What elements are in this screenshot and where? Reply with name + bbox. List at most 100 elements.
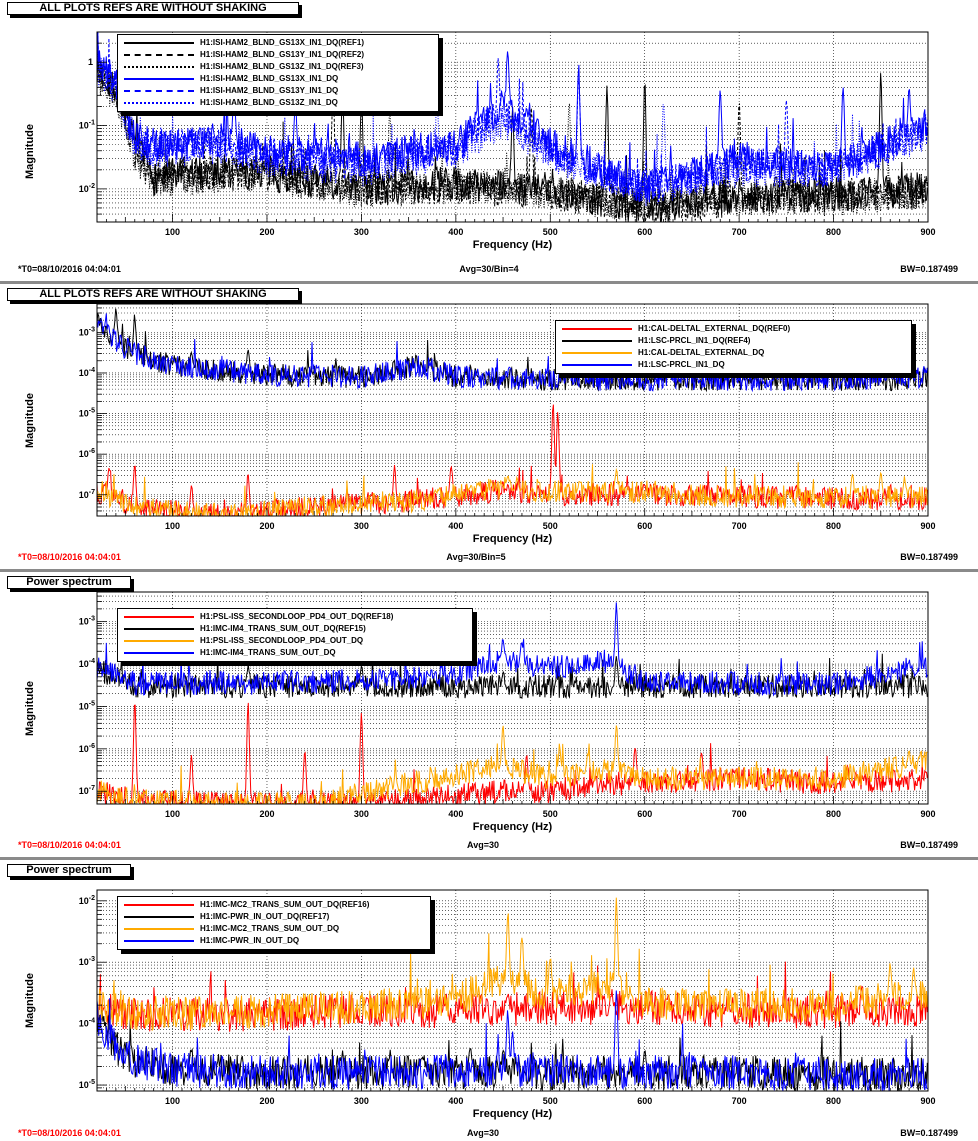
- legend-swatch: [124, 78, 194, 80]
- legend: H1:IMC-MC2_TRANS_SUM_OUT_DQ(REF16) H1:IMC…: [117, 896, 431, 950]
- x-tick-label: 400: [448, 1096, 463, 1106]
- averages-label: Avg=30: [467, 1128, 499, 1138]
- y-axis-label: Magnitude: [24, 681, 36, 736]
- x-tick-label: 200: [259, 1096, 274, 1106]
- legend-entry: H1:ISI-HAM2_BLND_GS13X_IN1_DQ: [118, 73, 438, 85]
- legend-entry: H1:IMC-IM4_TRANS_SUM_OUT_DQ(REF15): [118, 623, 472, 635]
- legend-entry: H1:PSL-ISS_SECONDLOOP_PD4_OUT_DQ(REF18): [118, 611, 472, 623]
- bandwidth-label: BW=0.187499: [900, 264, 958, 274]
- series-line: [96, 725, 928, 806]
- x-tick-label: 600: [637, 1096, 652, 1106]
- series-line: [96, 897, 928, 1032]
- y-tick-label: 10-6: [79, 448, 95, 459]
- x-tick-label: 600: [637, 227, 652, 237]
- legend-entry: H1:IMC-PWR_IN_OUT_DQ: [118, 935, 430, 947]
- legend-swatch: [124, 616, 194, 618]
- averages-label: Avg=30/Bin=4: [459, 264, 519, 274]
- legend-swatch: [124, 928, 194, 930]
- x-tick-label: 600: [637, 809, 652, 819]
- y-axis: [97, 900, 107, 1092]
- x-tick-label: 100: [165, 521, 180, 531]
- legend-entry: H1:IMC-MC2_TRANS_SUM_OUT_DQ(REF16): [118, 899, 430, 911]
- x-tick-label: 500: [543, 227, 558, 237]
- legend-label: H1:PSL-ISS_SECONDLOOP_PD4_OUT_DQ(REF18): [200, 612, 394, 621]
- series-line: [96, 54, 928, 207]
- legend-swatch: [124, 66, 194, 68]
- start-time-label: *T0=08/10/2016 04:04:01: [18, 264, 121, 274]
- legend: H1:CAL-DELTAL_EXTERNAL_DQ(REF0) H1:LSC-PR…: [555, 320, 912, 374]
- panel-title: Power spectrum: [7, 576, 131, 589]
- legend-swatch: [124, 940, 194, 942]
- legend-swatch: [124, 640, 194, 642]
- y-tick-label: 10-5: [79, 408, 95, 419]
- legend-swatch: [124, 90, 194, 92]
- x-axis-label: Frequency (Hz): [472, 821, 553, 833]
- panel-title: ALL PLOTS REFS ARE WITHOUT SHAKING: [7, 288, 299, 301]
- y-axis: [97, 591, 107, 805]
- legend-entry: H1:ISI-HAM2_BLND_GS13Z_IN1_DQ(REF3): [118, 61, 438, 73]
- averages-label: Avg=30/Bin=5: [446, 552, 506, 562]
- legend: H1:PSL-ISS_SECONDLOOP_PD4_OUT_DQ(REF18) H…: [117, 608, 473, 662]
- series-line: [96, 462, 928, 518]
- legend-swatch: [124, 54, 194, 56]
- legend-swatch: [124, 102, 194, 104]
- plot-panel-2: ALL PLOTS REFS ARE WITHOUT SHAKING 100 200…: [0, 286, 978, 568]
- legend-label: H1:IMC-PWR_IN_OUT_DQ(REF17): [200, 912, 330, 921]
- start-time-label: *T0=08/10/2016 04:04:01: [18, 552, 121, 562]
- legend-entry: H1:ISI-HAM2_BLND_GS13Y_IN1_DQ: [118, 85, 438, 97]
- x-tick-label: 100: [165, 809, 180, 819]
- legend-label: H1:PSL-ISS_SECONDLOOP_PD4_OUT_DQ: [200, 636, 364, 645]
- series-line: [96, 62, 928, 222]
- series-line: [96, 32, 928, 203]
- start-time-label: *T0=08/10/2016 04:04:01: [18, 840, 121, 850]
- x-tick-label: 700: [732, 227, 747, 237]
- legend-swatch: [562, 340, 632, 342]
- legend-label: H1:LSC-PRCL_IN1_DQ(REF4): [638, 336, 751, 345]
- legend-label: H1:IMC-IM4_TRANS_SUM_OUT_DQ: [200, 648, 336, 657]
- x-tick-label: 900: [920, 809, 935, 819]
- legend-label: H1:LSC-PRCL_IN1_DQ: [638, 360, 725, 369]
- y-tick-label: 10-4: [79, 1018, 95, 1029]
- series-line: [96, 313, 928, 393]
- y-axis-label: Magnitude: [24, 393, 36, 448]
- bandwidth-label: BW=0.187499: [900, 1128, 958, 1138]
- y-tick-label: 10-1: [79, 120, 95, 131]
- x-tick-label: 900: [920, 521, 935, 531]
- panel-title: Power spectrum: [7, 864, 131, 877]
- x-axis: [96, 214, 929, 222]
- legend-entry: H1:CAL-DELTAL_EXTERNAL_DQ: [556, 347, 911, 359]
- x-tick-label: 100: [165, 1096, 180, 1106]
- x-tick-label: 900: [920, 227, 935, 237]
- panel-divider: [0, 281, 978, 284]
- panel-divider: [0, 857, 978, 860]
- x-tick-label: 200: [259, 227, 274, 237]
- x-axis-label: Frequency (Hz): [472, 1108, 553, 1120]
- legend-entry: H1:IMC-IM4_TRANS_SUM_OUT_DQ: [118, 647, 472, 659]
- y-tick-label: 10-2: [79, 183, 95, 194]
- x-tick-label: 800: [826, 809, 841, 819]
- bandwidth-label: BW=0.187499: [900, 840, 958, 850]
- x-tick-label: 500: [543, 1096, 558, 1106]
- panel-divider: [0, 569, 978, 572]
- legend-swatch: [562, 352, 632, 354]
- legend-entry: H1:IMC-MC2_TRANS_SUM_OUT_DQ: [118, 923, 430, 935]
- x-tick-label: 400: [448, 521, 463, 531]
- x-tick-label: 300: [354, 1096, 369, 1106]
- y-tick-label: 10-2: [79, 895, 95, 906]
- y-tick-label: 10-5: [79, 700, 95, 711]
- y-axis-label: Magnitude: [24, 124, 36, 179]
- x-tick-label: 700: [732, 809, 747, 819]
- y-tick-label: 10-3: [79, 956, 95, 967]
- legend-entry: H1:LSC-PRCL_IN1_DQ(REF4): [556, 335, 911, 347]
- x-tick-label: 800: [826, 1096, 841, 1106]
- y-tick-label: 10-3: [79, 326, 95, 337]
- legend-swatch: [124, 652, 194, 654]
- legend-label: H1:IMC-PWR_IN_OUT_DQ: [200, 936, 300, 945]
- x-tick-label: 300: [354, 521, 369, 531]
- bandwidth-label: BW=0.187499: [900, 552, 958, 562]
- y-tick-label: 10-7: [79, 785, 95, 796]
- x-tick-label: 600: [637, 521, 652, 531]
- y-tick-label: 10-7: [79, 489, 95, 500]
- panel-title: ALL PLOTS REFS ARE WITHOUT SHAKING: [7, 2, 299, 15]
- y-tick-label: 10-5: [79, 1079, 95, 1090]
